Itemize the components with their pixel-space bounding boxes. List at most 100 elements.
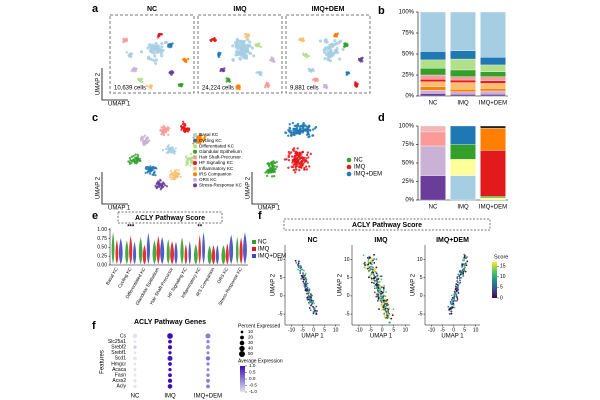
cell-point [148,85,152,88]
cell-point [455,287,457,290]
cell-point [149,166,152,170]
cell-point [372,282,375,284]
legend-label: NC [354,158,363,164]
x-tick-label: Basal KC [105,266,119,286]
cell-point [306,296,309,299]
bar-segment [450,50,476,60]
frame [197,14,283,94]
legend-swatch [346,171,352,177]
cell-point [306,132,310,136]
cell-point [162,182,165,185]
cell-point [309,296,312,298]
cell-point [213,37,216,40]
cell-point [378,294,381,296]
cell-point [136,157,139,160]
cell-point [377,287,380,289]
cell-point [133,159,136,162]
cell-point [134,69,137,72]
cell-point [387,309,390,311]
colorbar-title: Score [494,254,508,260]
cell-point [174,172,177,176]
cell-point [373,285,376,288]
cell-point [450,308,452,310]
y-tick-label: 5 [280,275,283,281]
cell-point [145,137,148,140]
cell-point [386,298,389,301]
bar-segment [420,125,446,133]
cell-point [235,39,239,43]
violin [174,241,178,265]
cell-point [179,175,182,179]
bar-segment [450,11,476,51]
cell-point [371,279,374,281]
y-tick-label: -5 [345,311,350,317]
cell-point [370,257,373,260]
cell-point [130,161,133,165]
bar-segment [480,94,506,97]
panel-label: a [92,3,99,15]
cell-point [273,161,277,165]
cell-point [169,147,172,150]
cell-point [462,275,465,277]
cell-point [452,303,455,306]
dot [133,384,137,389]
cell-point [450,294,453,297]
cell-point [169,151,172,154]
legend-label: IMQ [354,165,366,171]
panel-a: NC IMQ IMQ+DEM 10,639 cells 24,224 cells… [96,6,371,108]
bar-segment [480,128,506,151]
cell-point [387,310,389,313]
dot [168,339,172,344]
cell-point [209,39,213,43]
cell-point [453,306,456,309]
cell-point [388,317,391,319]
cell-point [390,317,393,320]
cell-point [183,126,186,129]
cell-point [270,56,273,59]
cell-point [149,87,153,90]
x-tick-label: -5 [368,327,373,333]
cell-point [454,292,457,295]
axis-label: UMAP 2 [338,273,344,296]
y-tick-label: Scd1 [115,356,127,362]
cell-point [448,313,451,315]
cell-point [379,286,381,288]
cell-point [181,58,185,61]
cell-point [266,162,269,165]
dot [168,373,172,378]
cell-point [161,128,165,131]
cell-point [306,161,309,164]
cell-point [456,298,459,300]
cell-point [287,130,291,133]
cell-point [358,57,361,61]
cell-point [456,286,459,288]
size-key [239,345,245,352]
cell-point [373,268,376,271]
dot [133,351,137,355]
cell-point [192,136,195,139]
cell-point [291,165,295,169]
cell-point [378,308,380,311]
y-tick-label: 100% [399,124,415,130]
bar-segment [420,93,446,97]
cell-point [148,172,152,175]
cell-point [306,289,308,292]
cell-point [302,274,305,276]
cell-point [183,123,186,126]
cell-point [162,133,165,136]
cell-point [375,266,378,269]
cell-point [266,81,270,85]
cell-point [231,57,235,62]
x-tick-label: -5 [300,327,305,333]
cell-point [310,294,313,297]
colorbar-label: 0 [500,295,503,301]
cell-point [293,127,296,131]
cell-point [377,278,380,280]
violin [184,244,188,265]
cell-point [218,53,221,56]
x-tick-label: IMQ [457,205,469,211]
cell-point [152,172,155,175]
cell-point [160,41,164,46]
bar-segment [480,197,506,201]
cell-point [155,182,158,186]
